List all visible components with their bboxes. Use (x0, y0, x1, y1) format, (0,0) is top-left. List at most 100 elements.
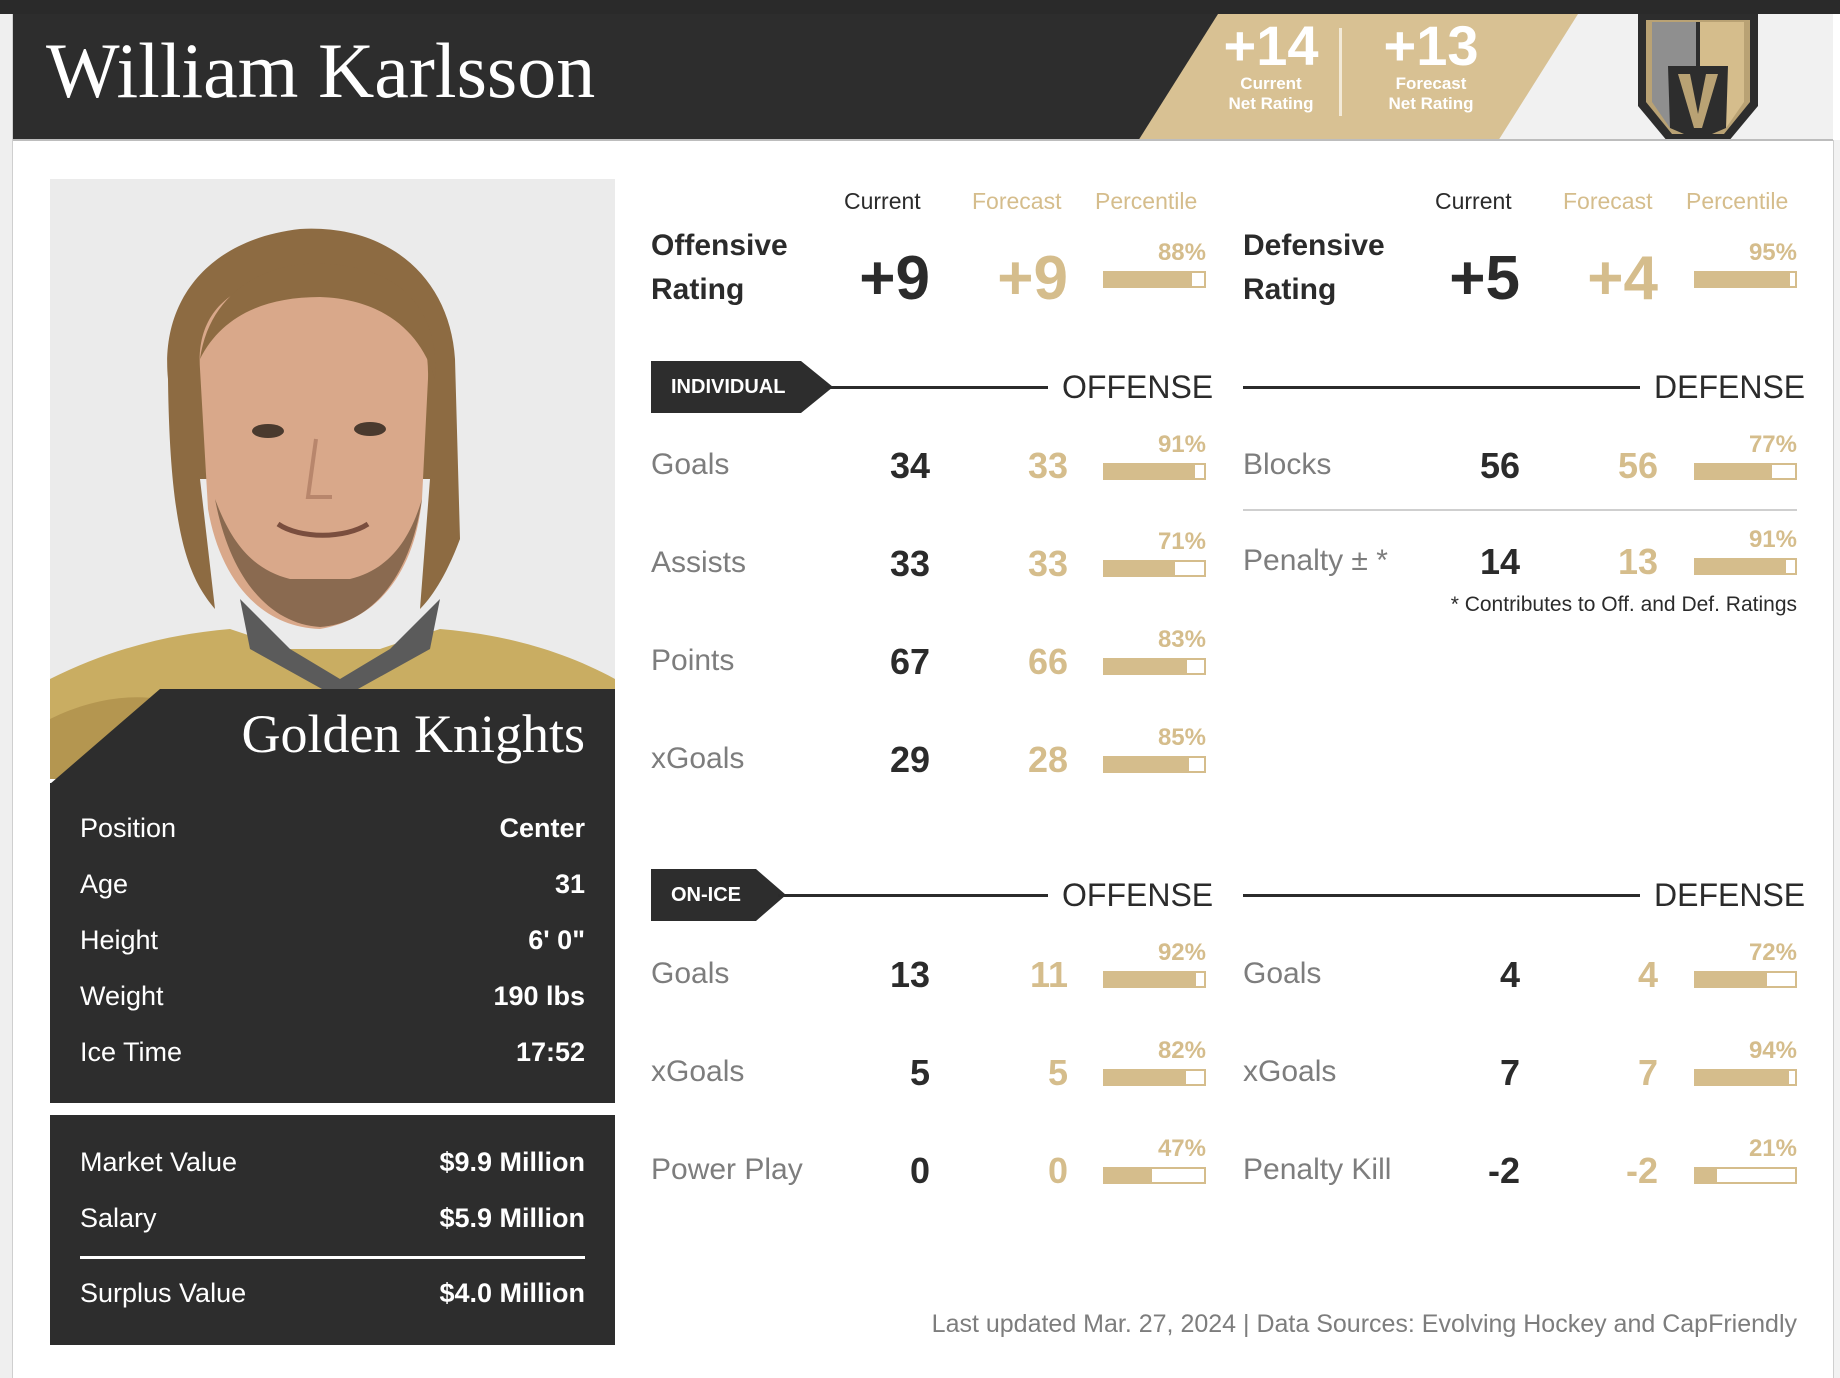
onice-offense-rule (778, 894, 1048, 897)
defense-row-divider (1243, 509, 1797, 511)
stat-forecast: 28 (1027, 739, 1068, 780)
stat-forecast: 66 (1027, 641, 1068, 682)
col-header-percentile: Percentile (1095, 188, 1198, 214)
stat-percentile: 94% (1694, 1038, 1797, 1088)
net-rating-panel (1138, 14, 1578, 139)
bio-label: Weight (80, 980, 164, 1011)
stat-percentile: 71% (1103, 529, 1206, 579)
percentile-bar-fill (1105, 562, 1176, 575)
stat-current: 13 (889, 954, 930, 995)
onice-defense-rule (1243, 894, 1640, 897)
stat-forecast: 0 (1047, 1150, 1068, 1191)
onice-tag: ON-ICE (651, 869, 786, 921)
percentile-bar (1694, 971, 1797, 988)
percentile-bar-fill (1105, 1169, 1152, 1182)
money-row-surplus-value: Surplus Value $4.0 Million (80, 1273, 585, 1313)
net-rating-divider (1339, 28, 1342, 116)
right-window-edge (1833, 140, 1840, 1378)
defensive-rating-forecast: +4 (1587, 244, 1658, 313)
stat-percentile: 21% (1694, 1136, 1797, 1186)
stat-label: Power Play (651, 1153, 803, 1186)
stat-percentile: 91% (1694, 527, 1797, 577)
defensive-rating-label: Defensive Rating (1243, 224, 1385, 312)
percentile-value: 91% (1157, 431, 1206, 458)
individual-offense-title: OFFENSE (1062, 369, 1214, 405)
bio-row-position: Position Center (80, 808, 585, 848)
money-label: Market Value (80, 1146, 238, 1177)
percentile-bar-fill (1105, 1071, 1187, 1084)
stat-label: Points (651, 644, 735, 677)
stat-forecast: 33 (1027, 543, 1068, 584)
stat-label: Penalty ± * (1243, 544, 1388, 577)
individual-defense-rule (1243, 386, 1640, 389)
golden-knights-helmet-icon (1638, 14, 1758, 139)
stat-current: 34 (889, 445, 930, 486)
stat-label: xGoals (1243, 1055, 1337, 1088)
percentile-bar-fill (1105, 758, 1190, 771)
col-header-forecast: Forecast (972, 188, 1062, 214)
team-name: Golden Knights (241, 704, 586, 764)
stat-current: 5 (909, 1052, 930, 1093)
bio-row-ice-time: Ice Time 17:52 (80, 1032, 585, 1072)
stat-percentile: 83% (1103, 627, 1206, 677)
stat-current: 67 (889, 641, 930, 682)
stat-forecast: 33 (1027, 445, 1068, 486)
col-header-current: Current (844, 188, 921, 214)
team-banner: Golden Knights (50, 689, 615, 784)
percentile-bar-fill (1105, 465, 1196, 478)
offensive-rating-label-line1: Offensive (651, 229, 788, 262)
money-value: $4.0 Million (439, 1277, 585, 1308)
bio-row-weight: Weight 190 lbs (80, 976, 585, 1016)
percentile-bar (1103, 971, 1206, 988)
stat-current: 14 (1479, 541, 1520, 582)
stat-percentile: 72% (1694, 940, 1797, 990)
offensive-rating-forecast: +9 (997, 244, 1068, 313)
percentile-value: 82% (1157, 1037, 1206, 1064)
percentile-value: 77% (1748, 431, 1797, 458)
percentile-value: 94% (1748, 1037, 1797, 1064)
defensive-rating-label-line2: Rating (1243, 273, 1337, 306)
stat-forecast: 56 (1617, 445, 1658, 486)
current-net-rating: +14 Current Net Rating (1196, 18, 1346, 114)
percentile-bar (1103, 1167, 1206, 1184)
percentile-value: 95% (1748, 239, 1797, 266)
offensive-rating-current: +9 (859, 244, 930, 313)
stat-forecast: -2 (1625, 1150, 1658, 1191)
stat-forecast: 4 (1637, 954, 1658, 995)
bio-value: Center (499, 812, 585, 843)
stat-forecast: 7 (1637, 1052, 1658, 1093)
stat-forecast: 11 (1029, 954, 1068, 995)
percentile-value: 83% (1157, 626, 1206, 653)
bio-panel: Position Center Age 31 Height 6' 0" Weig… (50, 783, 615, 1103)
money-row-salary: Salary $5.9 Million (80, 1198, 585, 1238)
percentile-bar-fill (1696, 1071, 1790, 1084)
money-value: $5.9 Million (439, 1202, 585, 1233)
money-value: $9.9 Million (439, 1146, 585, 1177)
defensive-rating-label-line1: Defensive (1243, 229, 1385, 262)
stat-label: Assists (651, 546, 747, 579)
header-banner: William Karlsson +14 Current Net Rating … (13, 14, 1833, 141)
bio-label: Position (80, 812, 177, 843)
stat-current: 4 (1499, 954, 1520, 995)
stat-percentile: 77% (1694, 432, 1797, 482)
stat-current: 33 (889, 543, 930, 584)
percentile-value: 91% (1748, 526, 1797, 553)
percentile-value: 21% (1748, 1135, 1797, 1162)
percentile-bar-fill (1696, 273, 1791, 286)
money-divider (80, 1256, 585, 1259)
header-dark-panel (13, 14, 1233, 139)
stat-label: Goals (651, 957, 730, 990)
stat-label: xGoals (651, 742, 745, 775)
stat-label: xGoals (651, 1055, 745, 1088)
bio-value: 6' 0" (528, 924, 585, 955)
stat-percentile: 92% (1103, 940, 1206, 990)
bio-label: Age (80, 868, 129, 899)
bio-value: 17:52 (515, 1036, 585, 1067)
forecast-net-rating-label-1: Forecast (1395, 74, 1467, 93)
top-strip (0, 0, 1840, 14)
stat-label: Goals (651, 448, 730, 481)
percentile-value: 71% (1157, 528, 1206, 555)
current-net-rating-label-1: Current (1240, 74, 1302, 93)
stat-percentile: 47% (1103, 1136, 1206, 1186)
offensive-rating-label: Offensive Rating (651, 224, 788, 312)
